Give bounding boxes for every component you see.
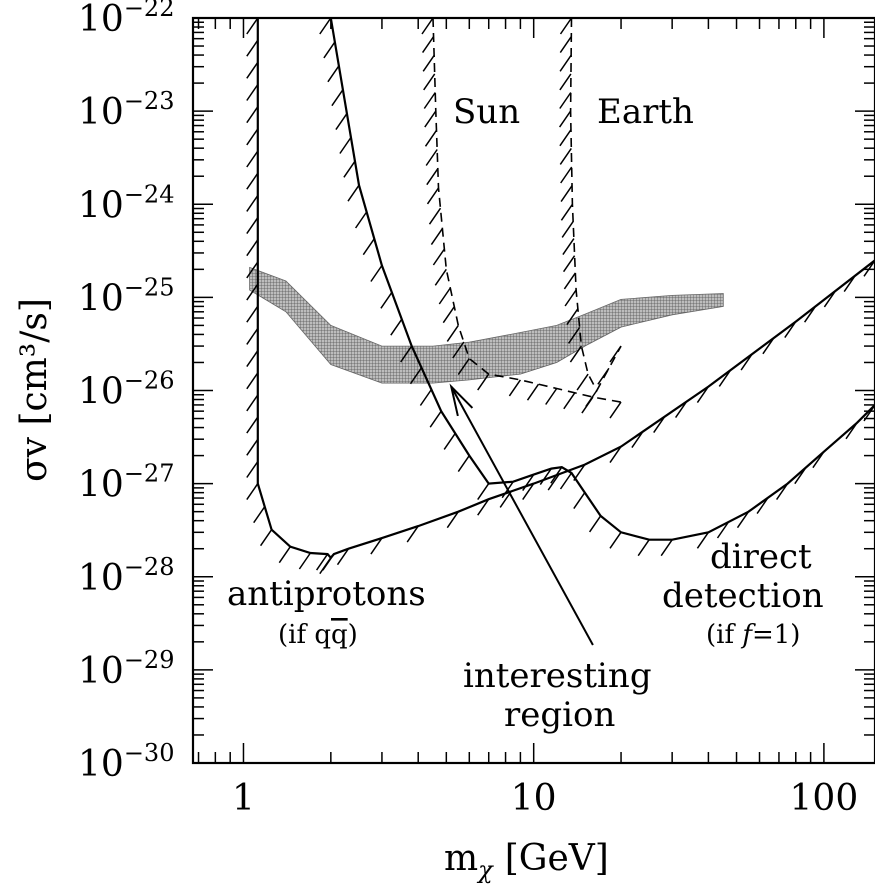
x-tick-label: 100 [790, 778, 859, 819]
y-tick-label: 10−27 [78, 460, 174, 506]
annotation-antiprotons: antiprotons [227, 574, 426, 614]
x-tick-label: 1 [232, 778, 255, 819]
annotation-sun: Sun [453, 92, 520, 132]
y-tick-label: 10−25 [78, 273, 174, 319]
annotation-detection: detection [662, 576, 824, 616]
y-tick-label: 10−24 [78, 180, 174, 226]
y-axis-title: σv [cm³/s] [14, 298, 55, 482]
annotation-earth: Earth [597, 92, 694, 132]
interesting-region-band [249, 266, 724, 384]
y-tick-label: 10−23 [78, 87, 174, 133]
annotation-antiprotons-condition: (if qq) [278, 620, 358, 650]
hatch-earth [558, 18, 622, 407]
arrow-line [450, 386, 594, 646]
y-tick-label: 10−22 [78, 0, 174, 40]
annotation-direct: direct [710, 537, 812, 577]
curve-earth [569, 18, 622, 393]
x-tick-label: 10 [511, 778, 557, 819]
annotation-interesting: interesting [463, 656, 652, 696]
annotation-region: region [504, 695, 615, 735]
annotation-direct-condition: (if f=1) [706, 620, 800, 650]
y-tick-label: 10−28 [78, 553, 174, 599]
y-tick-label: 10−30 [78, 739, 174, 785]
y-tick-label: 10−26 [78, 367, 174, 413]
x-axis-title: mχ [GeV] [444, 838, 609, 884]
curve-sun [432, 18, 622, 403]
hatch-sun [421, 18, 622, 419]
y-tick-label: 10−29 [78, 646, 174, 692]
hatch-antiprotons [246, 18, 875, 575]
arrow-head [449, 383, 474, 417]
qbar-char: q [331, 620, 348, 650]
hatch-direct-detection [319, 18, 875, 557]
